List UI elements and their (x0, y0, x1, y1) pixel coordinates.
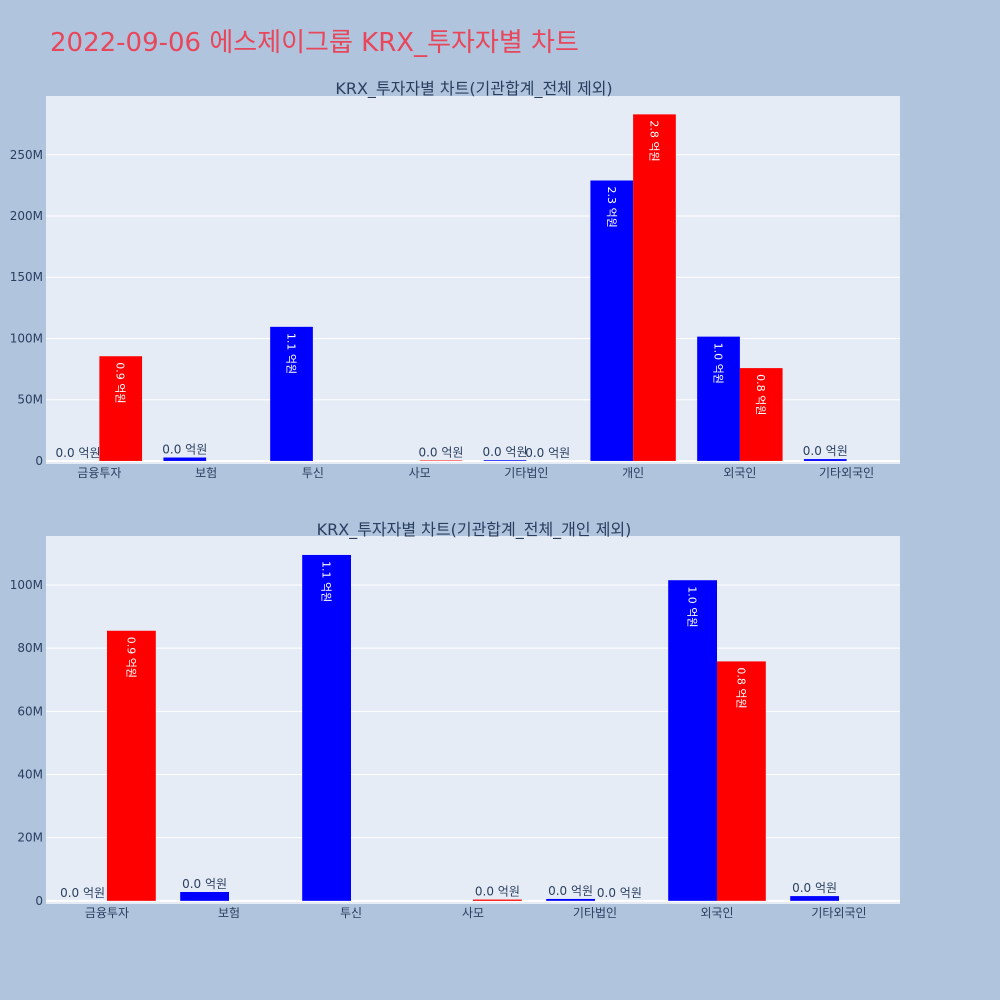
x-tick-label: 금융투자 (85, 906, 129, 920)
bar (668, 580, 717, 901)
x-tick-label: 기타법인 (504, 466, 548, 480)
bar (180, 891, 229, 901)
bar-value-label: 0.0 억원 (60, 886, 105, 900)
chart-title: KRX_투자자별 차트(기관합계_전체 제외) (335, 79, 612, 99)
bar-value-label: 0.0 억원 (548, 884, 593, 898)
bar (739, 368, 783, 461)
bar (302, 554, 351, 901)
x-tick-label: 개인 (622, 466, 644, 480)
x-tick-label: 사모 (462, 906, 484, 920)
y-tick-label: 200M (10, 209, 43, 223)
x-tick-label: 사모 (409, 466, 431, 480)
bar (803, 459, 847, 461)
bar (790, 896, 839, 901)
chart-2: 0 20M 40M 60M 80M 100M KRX_투자자별 차트(기관합계_전체_개인 … (10, 520, 900, 920)
y-tick-label: 20M (17, 831, 43, 845)
bar-value-label: 1.0 억원 (712, 343, 725, 384)
bar-value-label: 0.0 억원 (56, 446, 101, 460)
page-title: 2022-09-06 에스제이그룹 KRX_투자자별 차트 (50, 28, 579, 58)
x-tick-label: 투신 (302, 466, 324, 480)
bar (270, 326, 313, 461)
bar (99, 356, 143, 461)
bar (483, 460, 527, 461)
bar-value-label: 0.0 억원 (483, 445, 528, 459)
chart-title: KRX_투자자별 차트(기관합계_전체_개인 제외) (317, 520, 632, 540)
bar (163, 457, 207, 461)
plot-area (46, 536, 900, 904)
x-tick-label: 기타법인 (573, 906, 617, 920)
bar-value-label: 0.9 억원 (124, 637, 137, 678)
bar-value-label: 0.0 억원 (803, 444, 848, 458)
y-tick-label: 50M (17, 393, 43, 407)
bar (633, 114, 676, 461)
bar-value-label: 0.8 억원 (734, 667, 747, 708)
bar-value-label: 0.0 억원 (792, 881, 837, 895)
bar (590, 180, 634, 461)
bar-value-label: 1.1 억원 (285, 333, 298, 374)
bar-value-label: 0.0 억원 (597, 886, 642, 900)
bar-value-label: 0.0 억원 (475, 885, 520, 899)
y-tick-label: 0 (35, 894, 43, 908)
x-tick-label: 보험 (195, 466, 217, 480)
x-tick-label: 기타외국인 (811, 906, 866, 920)
bar (473, 899, 522, 901)
y-tick-label: 250M (10, 148, 43, 162)
x-tick-label: 외국인 (700, 906, 733, 920)
x-tick-label: 투신 (340, 906, 362, 920)
bar-value-label: 0.0 억원 (418, 445, 463, 459)
bar-value-label: 1.1 억원 (320, 561, 333, 602)
y-tick-label: 40M (17, 767, 43, 781)
y-tick-label: 100M (10, 331, 43, 345)
bar-value-label: 0.8 억원 (754, 374, 767, 415)
y-tick-label: 0 (35, 454, 43, 468)
bar-value-label: 2.8 억원 (647, 120, 660, 161)
y-tick-label: 150M (10, 270, 43, 284)
y-tick-label: 80M (17, 641, 43, 655)
y-tick-label: 60M (17, 704, 43, 718)
bar (546, 898, 595, 901)
bar-value-label: 0.0 억원 (182, 877, 227, 891)
y-tick-label: 100M (10, 578, 43, 592)
bar-value-label: 0.9 억원 (114, 362, 127, 403)
x-tick-label: 금융투자 (77, 466, 121, 480)
x-tick-label: 기타외국인 (819, 466, 874, 480)
chart-1: 0 50M 100M 150M 200M 250M KRX_투자자별 차트(기관합계_전체 … (10, 79, 900, 480)
x-tick-label: 외국인 (723, 466, 756, 480)
bar (107, 630, 156, 901)
bar-value-label: 1.0 억원 (686, 586, 699, 627)
bar-value-label: 0.0 억원 (525, 446, 570, 460)
bar-value-label: 0.0 억원 (162, 443, 207, 457)
bar-value-label: 2.3 억원 (605, 186, 618, 227)
x-tick-label: 보험 (218, 906, 240, 920)
bar (717, 661, 766, 901)
bar (697, 336, 740, 461)
